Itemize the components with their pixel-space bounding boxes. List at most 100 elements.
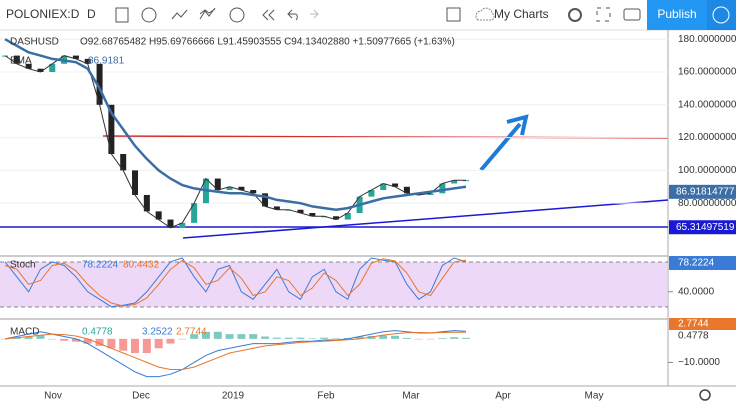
play-button[interactable]	[707, 0, 736, 30]
header-ohlc: O92.68765482 H95.69766666 L91.45903555 C…	[80, 37, 455, 48]
toolbar	[0, 0, 736, 30]
macd-value: 0.4778	[82, 327, 113, 338]
candle	[13, 55, 20, 64]
candle	[427, 193, 434, 195]
publish-label[interactable]: Publish	[657, 7, 696, 21]
symbol[interactable]: POLONIEX:D	[6, 7, 80, 21]
indicator-icon[interactable]	[141, 7, 157, 23]
layout-icon[interactable]	[446, 7, 461, 22]
pane-sep	[0, 318, 668, 320]
macd-hist	[142, 338, 151, 353]
candle	[226, 186, 233, 191]
x-tick-label: 2019	[222, 391, 245, 402]
price-label-box	[669, 220, 736, 235]
macd-hist	[60, 338, 69, 341]
my-charts[interactable]: My Charts	[494, 7, 549, 21]
candle	[262, 193, 269, 207]
header-symbol: DASHUSD	[10, 37, 59, 48]
cloud-icon[interactable]	[475, 7, 495, 21]
redo-icon[interactable]	[310, 9, 319, 19]
trend-line	[182, 199, 669, 239]
y-tick-label: −10.0000	[678, 357, 720, 368]
hist-value: 2.7744	[176, 327, 207, 338]
x-tick-label: Mar	[402, 391, 420, 402]
macd-hist	[12, 337, 21, 339]
macd-hist	[284, 337, 293, 339]
macd-hist	[1, 338, 9, 340]
arrow	[479, 114, 529, 172]
price-line	[4, 55, 466, 229]
candle-icon[interactable]	[115, 7, 129, 23]
macd-hist	[462, 337, 470, 339]
price-label: 65.31497519	[676, 222, 735, 233]
alert-icon[interactable]	[229, 7, 245, 23]
stoch-k-value: 78.2224	[82, 260, 119, 271]
candle	[72, 55, 79, 59]
compare-icon[interactable]	[171, 9, 188, 20]
ema-value: 86.9181	[88, 56, 125, 67]
macd-hist	[379, 335, 388, 339]
macd-hist	[414, 338, 423, 340]
stoch-k	[4, 257, 467, 308]
macd-hist	[426, 338, 435, 340]
macd-hist	[225, 334, 234, 339]
macd-hist	[272, 337, 281, 339]
candle	[143, 194, 150, 212]
settings-icon[interactable]	[568, 8, 582, 22]
axis-settings[interactable]	[699, 389, 711, 401]
macd-hist	[131, 338, 140, 353]
candle	[179, 222, 186, 228]
x-tick-label: May	[585, 391, 604, 402]
macd-hist	[107, 338, 116, 349]
candle	[108, 104, 115, 154]
candle	[392, 183, 399, 187]
y-tick-label: 120.00000000	[678, 132, 736, 143]
macd-hist	[261, 336, 270, 339]
candle	[132, 170, 139, 195]
candle	[120, 153, 127, 171]
play-icon[interactable]	[712, 6, 730, 24]
candle	[250, 190, 257, 194]
undo-icon[interactable]	[287, 9, 298, 21]
templates-icon[interactable]	[199, 7, 216, 20]
publish-button[interactable]	[647, 0, 707, 30]
macd-hist	[308, 338, 317, 339]
y-tick-label: 140.00000000	[678, 99, 736, 110]
macd-hist	[450, 337, 459, 339]
candle	[439, 183, 446, 194]
snapshot-icon[interactable]	[623, 8, 641, 21]
macd-hist	[119, 338, 128, 351]
price-label-box	[669, 318, 736, 330]
interval[interactable]: D	[87, 7, 96, 21]
price-label-box	[669, 256, 736, 270]
candle	[309, 213, 316, 217]
candle	[403, 186, 410, 194]
candle	[368, 190, 375, 197]
candle	[167, 219, 174, 228]
candle	[238, 186, 245, 191]
x-tick-label: Feb	[317, 391, 335, 402]
macd-hist	[166, 338, 175, 344]
x-tick-label: Nov	[44, 391, 62, 402]
candle	[344, 213, 351, 220]
candle	[332, 216, 339, 220]
signal-line	[4, 331, 466, 370]
ema-label: EMA	[10, 56, 32, 67]
macd-hist	[83, 338, 92, 344]
y-tick-label: 40.0000	[678, 286, 715, 297]
candle	[191, 203, 198, 223]
candle	[25, 63, 32, 69]
macd-hist	[190, 334, 199, 339]
candle	[451, 180, 458, 184]
price-label-box	[669, 330, 736, 342]
price-label: 0.4778	[678, 331, 709, 342]
candle	[84, 58, 91, 64]
y-tick-label: 160.00000000	[678, 67, 736, 78]
replay-icon[interactable]	[262, 9, 275, 21]
fullscreen-icon[interactable]	[596, 7, 611, 22]
macd-hist	[391, 335, 400, 339]
macd-hist	[402, 337, 411, 339]
macd-hist	[178, 338, 187, 340]
stoch-d-value: 80.4432	[123, 260, 160, 271]
